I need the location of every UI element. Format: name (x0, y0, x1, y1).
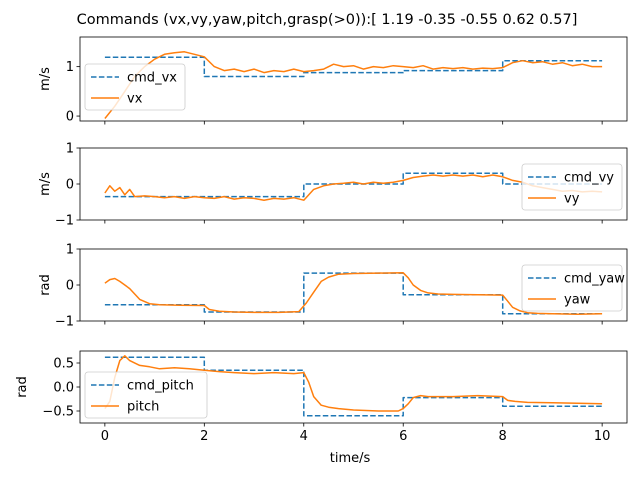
series-line-yaw (104, 272, 603, 315)
series-group (104, 272, 603, 315)
y-axis-label: rad (38, 274, 53, 296)
legend-label-cmd_vy: cmd_vy (564, 171, 614, 186)
y-tick-label: 1 (66, 243, 74, 258)
series-line-cmd_vx (104, 56, 603, 78)
y-tick-label: −0.5 (42, 405, 74, 420)
series-line-vx (104, 51, 603, 119)
x-tick-label: 0 (101, 429, 109, 444)
series-line-vy (104, 174, 603, 201)
y-tick-label: 0.5 (53, 357, 74, 372)
x-tick-label: 8 (499, 429, 507, 444)
y-tick-label: −1 (55, 214, 74, 229)
x-axis-label: time/s (330, 451, 371, 466)
legend-label-cmd_pitch: cmd_pitch (127, 379, 194, 394)
legend-label-yaw: yaw (564, 293, 591, 308)
x-tick-label: 10 (594, 429, 611, 444)
axes-frame (79, 36, 628, 122)
y-tick-label: 1 (66, 60, 74, 75)
series-group (104, 172, 603, 201)
x-tick-label: 4 (300, 429, 308, 444)
y-tick-label: 0 (66, 110, 74, 125)
legend-label-pitch: pitch (127, 400, 159, 415)
y-tick-label: 1 (66, 142, 74, 157)
y-tick-label: 0 (66, 279, 74, 294)
legend-label-cmd_vx: cmd_vx (127, 71, 177, 86)
series-line-pitch (104, 355, 603, 412)
x-tick-label: 6 (399, 429, 407, 444)
y-axis-label: m/s (38, 172, 53, 196)
y-tick-label: 0 (66, 178, 74, 193)
x-tick-label: 2 (200, 429, 208, 444)
legend-label-vy: vy (564, 192, 580, 207)
series-line-cmd_vy (104, 172, 603, 198)
series-group (104, 355, 603, 417)
legend-label-cmd_yaw: cmd_yaw (564, 272, 625, 287)
series-group (104, 51, 603, 119)
figure-title: Commands (vx,vy,yaw,pitch,grasp(>0)):[ 1… (77, 12, 578, 28)
y-axis-label: rad (15, 376, 30, 398)
y-tick-label: 0.0 (53, 381, 74, 396)
y-axis-label: m/s (38, 67, 53, 91)
legend-label-vx: vx (127, 92, 143, 107)
y-tick-label: −1 (55, 315, 74, 330)
series-line-cmd_pitch (104, 356, 603, 417)
